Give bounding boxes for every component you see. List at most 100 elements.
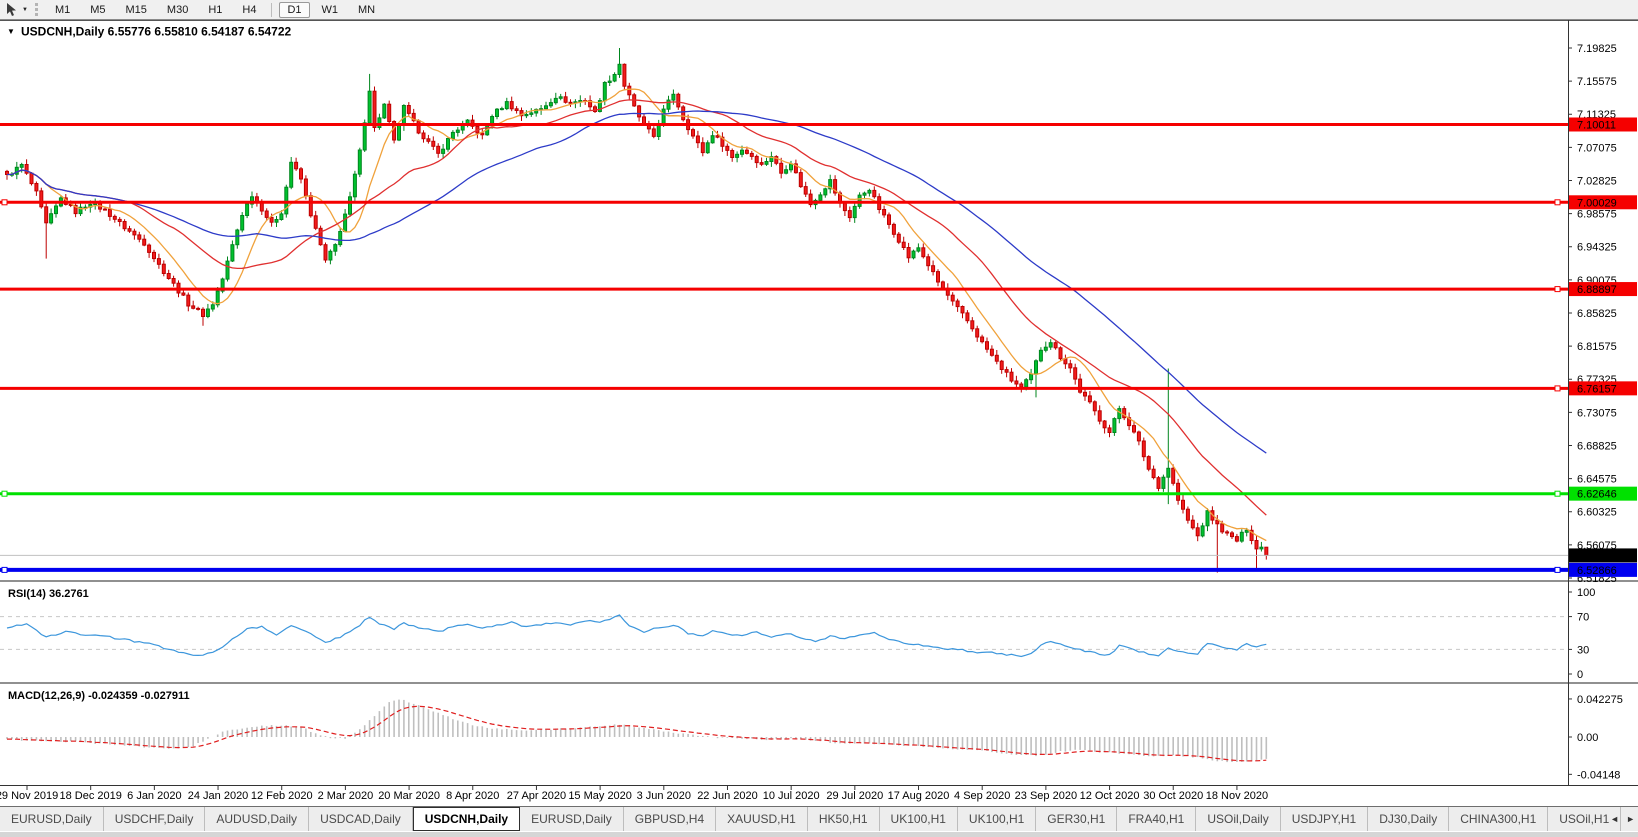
tab-scroll-left-icon[interactable]: ◄ [1610, 813, 1620, 824]
chart-tab-ger30-h1[interactable]: GER30,H1 [1036, 807, 1118, 831]
symbol-tabs: EURUSD,Daily USDCHF,Daily AUDUSD,Daily USDC… [0, 807, 1622, 831]
candle-body [29, 172, 34, 185]
chart-tab-fra40-h1[interactable]: FRA40,H1 [1117, 807, 1197, 831]
candle-body [78, 206, 83, 215]
chart-tab-gbpusd-h4[interactable]: GBPUSD,H4 [624, 807, 717, 831]
tab-scroll-right-icon[interactable]: ► [1626, 813, 1635, 824]
pane-separator[interactable] [0, 682, 1638, 684]
candle-body [847, 210, 852, 219]
price-axis-label: 6.98575 [1577, 209, 1617, 221]
chart-tab-uk100-h1[interactable]: UK100,H1 [880, 807, 958, 831]
line-handle[interactable] [1, 199, 8, 206]
timeframe-button-m15[interactable]: M15 [125, 3, 147, 16]
candle-body [1024, 379, 1029, 388]
candle-body [563, 96, 568, 103]
candle-body [568, 101, 573, 104]
candle-body [749, 152, 754, 157]
price-badge-label: 7.00029 [1577, 197, 1617, 209]
candle-body [744, 149, 749, 154]
chart-tab-usdcad-daily[interactable]: USDCAD,Daily [309, 807, 413, 831]
candle-body [651, 128, 656, 137]
timeframe-button-h1[interactable]: H1 [208, 3, 223, 16]
candle-body [769, 156, 774, 163]
candle-body [607, 80, 612, 83]
price-badge-label: 6.52866 [1577, 565, 1617, 577]
candle-body [1166, 467, 1171, 478]
candle-body [250, 196, 254, 205]
candle-body [1087, 395, 1092, 403]
chart-title-collapse-icon[interactable]: ▼ [7, 27, 15, 36]
date-axis-label: 27 Apr 2020 [507, 790, 566, 802]
candle-body [166, 273, 171, 279]
chart-tab-uk100-h1[interactable]: UK100,H1 [958, 807, 1037, 831]
candle-body [833, 179, 838, 194]
timeframe-button-m30[interactable]: M30 [166, 3, 189, 16]
price-badge [1569, 117, 1637, 132]
candle-body [730, 150, 735, 158]
candle-body [519, 110, 524, 117]
line-handle[interactable] [1554, 566, 1561, 573]
candle-body [387, 103, 392, 122]
timeframe-button-d1[interactable]: D1 [279, 1, 310, 18]
price-axis-label: 6.64575 [1577, 474, 1617, 486]
chart-tab-eurusd-daily[interactable]: EURUSD,Daily [0, 807, 104, 831]
timeframe-button-h4[interactable]: H4 [242, 3, 257, 16]
line-handle[interactable] [1554, 286, 1561, 293]
candle-body [137, 234, 142, 240]
chart-tab-usdcnh-daily[interactable]: USDCNH,Daily [412, 807, 521, 831]
candle-body [377, 117, 382, 129]
chart-tab-hk50-h1[interactable]: HK50,H1 [808, 807, 880, 831]
candle-body [1107, 427, 1112, 433]
candle-body [1058, 347, 1063, 360]
candle-body [911, 250, 916, 259]
ma-9-line [6, 88, 1267, 542]
candle-body [1259, 546, 1264, 550]
candle-body [1161, 476, 1166, 489]
candle-body [269, 216, 274, 223]
candle-body [803, 186, 808, 195]
line-handle[interactable] [1554, 385, 1561, 392]
cursor-tool-icon[interactable] [3, 2, 21, 17]
chart-tab-usdjpy-h1[interactable]: USDJPY,H1 [1281, 807, 1369, 831]
candle-body [989, 348, 994, 356]
chart-tab-usoil-h1[interactable]: USOil,H1 [1548, 807, 1622, 831]
chart-tab-usdchf-daily[interactable]: USDCHF,Daily [104, 807, 206, 831]
chart-tab-eurusd-daily[interactable]: EURUSD,Daily [520, 807, 624, 831]
price-badge-label: 6.62646 [1577, 489, 1617, 501]
chart-tab-usoil-daily[interactable]: USOil,Daily [1196, 807, 1281, 831]
chart-tab-xauusd-h1[interactable]: XAUUSD,H1 [716, 807, 808, 831]
candle-body [980, 336, 985, 343]
chart-tab-china300-h1[interactable]: CHINA300,H1 [1449, 807, 1549, 831]
timeframe-button-w1[interactable]: W1 [321, 3, 339, 16]
candle-body [779, 162, 784, 174]
candle-body [338, 231, 343, 246]
candle-body [421, 132, 426, 140]
pane-separator[interactable] [0, 580, 1638, 582]
chart-tab-dj30-daily[interactable]: DJ30,Daily [1368, 807, 1450, 831]
timeframe-button-mn[interactable]: MN [358, 3, 376, 16]
price-badge [1569, 562, 1637, 577]
candle-body [955, 300, 960, 308]
candle-body [661, 108, 666, 126]
candle-body [710, 135, 715, 144]
line-handle[interactable] [1554, 199, 1561, 206]
candle-body [612, 74, 617, 82]
candle-body [1230, 532, 1234, 538]
timeframe-button-m5[interactable]: M5 [90, 3, 106, 16]
toolbar-grip-handle[interactable] [34, 3, 38, 16]
cursor-tool-dropdown-icon[interactable]: ▼ [22, 6, 28, 13]
line-handle[interactable] [1, 566, 8, 573]
candle-body [397, 124, 401, 141]
chart-tab-audusd-daily[interactable]: AUDUSD,Daily [205, 807, 310, 831]
date-axis-label: 2 Mar 2020 [318, 790, 374, 802]
line-handle[interactable] [1, 490, 8, 497]
candle-body [940, 281, 945, 289]
line-handle[interactable] [1554, 490, 1561, 497]
candle-body [431, 140, 436, 147]
timeframe-button-m1[interactable]: M1 [54, 3, 71, 16]
candle-body [147, 244, 152, 253]
candle-body [529, 112, 534, 115]
candle-body [975, 328, 980, 338]
price-badge-label: 7.10011 [1577, 119, 1616, 131]
price-axis-label: 6.73075 [1577, 407, 1617, 419]
